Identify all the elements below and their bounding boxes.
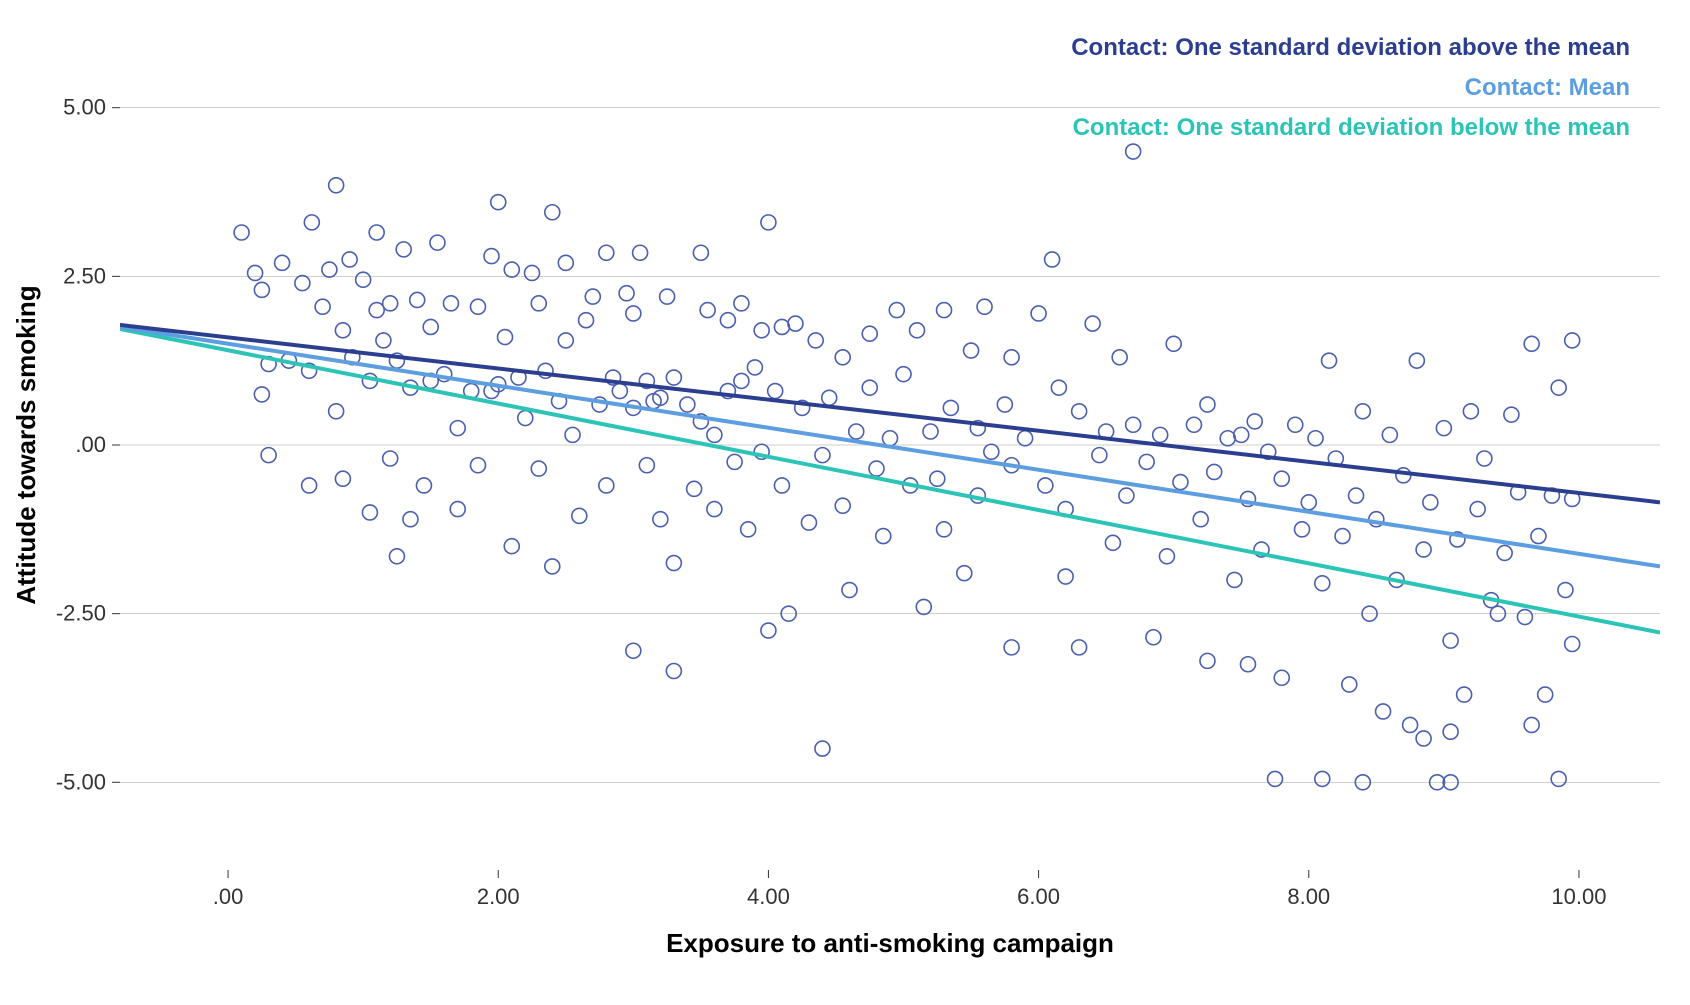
y-tick-label: -2.50 <box>56 601 106 626</box>
chart-svg: .00 2.00 4.00 6.00 8.00 10.00 -5.00 -2.50 .00 2.5… <box>0 0 1690 1005</box>
chart-background <box>0 0 1690 1005</box>
scatter-chart: .00 2.00 4.00 6.00 8.00 10.00 -5.00 -2.50 .00 2.5… <box>0 0 1690 1005</box>
legend-item: Contact: One standard deviation below th… <box>1073 114 1630 141</box>
x-tick-label: 10.00 <box>1551 884 1606 909</box>
y-tick-label: 5.00 <box>63 95 106 120</box>
x-tick-label: 2.00 <box>477 884 520 909</box>
x-tick-label: 6.00 <box>1017 884 1060 909</box>
legend-item: Contact: One standard deviation above th… <box>1071 34 1630 61</box>
legend-item: Contact: Mean <box>1465 74 1630 101</box>
y-tick-label: .00 <box>75 432 106 457</box>
y-tick-label: 2.50 <box>63 263 106 288</box>
x-tick-label: 8.00 <box>1287 884 1330 909</box>
y-axis-label: Attitude towards smoking <box>11 285 41 604</box>
y-tick-label: -5.00 <box>56 769 106 794</box>
x-tick-label: 4.00 <box>747 884 790 909</box>
x-axis-label: Exposure to anti-smoking campaign <box>666 928 1114 958</box>
x-tick-label: .00 <box>213 884 244 909</box>
